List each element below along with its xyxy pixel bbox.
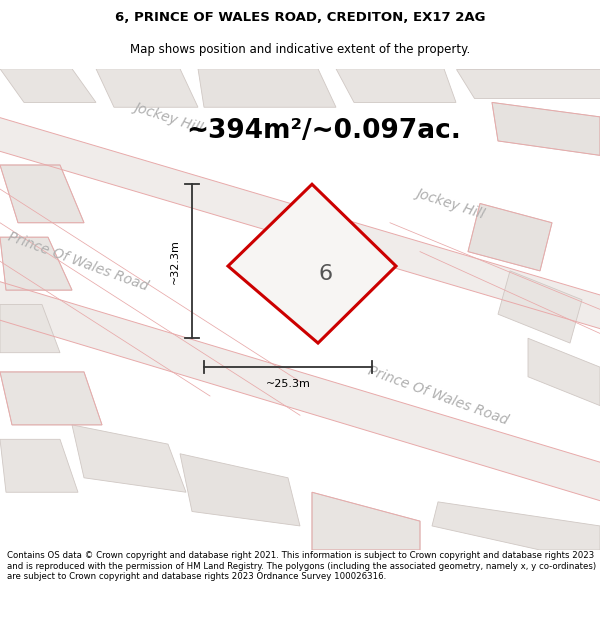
Text: 6: 6	[319, 264, 332, 284]
Polygon shape	[528, 338, 600, 406]
Polygon shape	[0, 69, 96, 102]
Text: Jockey Hill: Jockey Hill	[132, 99, 204, 134]
Polygon shape	[0, 237, 72, 290]
Polygon shape	[0, 282, 600, 501]
Text: Contains OS data © Crown copyright and database right 2021. This information is : Contains OS data © Crown copyright and d…	[7, 551, 596, 581]
Text: Map shows position and indicative extent of the property.: Map shows position and indicative extent…	[130, 43, 470, 56]
Polygon shape	[498, 271, 582, 343]
Text: Jockey Hill: Jockey Hill	[414, 186, 486, 221]
Text: ~32.3m: ~32.3m	[170, 239, 180, 284]
Polygon shape	[0, 165, 84, 222]
Polygon shape	[96, 69, 198, 108]
Text: ~394m²/~0.097ac.: ~394m²/~0.097ac.	[187, 118, 461, 144]
Polygon shape	[312, 492, 420, 550]
Polygon shape	[0, 118, 600, 329]
Polygon shape	[72, 425, 186, 493]
Polygon shape	[0, 372, 102, 425]
Text: Prince Of Wales Road: Prince Of Wales Road	[366, 364, 510, 428]
Polygon shape	[198, 69, 336, 108]
Polygon shape	[228, 184, 396, 343]
Text: Prince Of Wales Road: Prince Of Wales Road	[6, 229, 150, 293]
Polygon shape	[468, 204, 552, 271]
Polygon shape	[492, 102, 600, 156]
Polygon shape	[432, 502, 600, 550]
Polygon shape	[0, 304, 60, 352]
Text: ~25.3m: ~25.3m	[266, 379, 310, 389]
Polygon shape	[180, 454, 300, 526]
Polygon shape	[336, 69, 456, 102]
Text: 6, PRINCE OF WALES ROAD, CREDITON, EX17 2AG: 6, PRINCE OF WALES ROAD, CREDITON, EX17 …	[115, 11, 485, 24]
Polygon shape	[456, 69, 600, 98]
Polygon shape	[0, 439, 78, 493]
